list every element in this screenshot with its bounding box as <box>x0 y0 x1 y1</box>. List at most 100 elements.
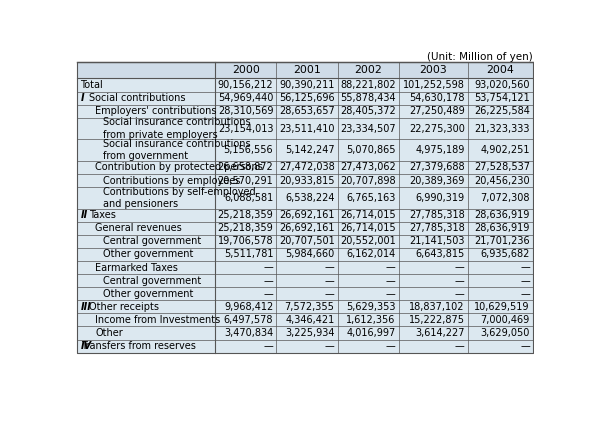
Text: 1,612,356: 1,612,356 <box>346 315 396 325</box>
Text: Social contributions: Social contributions <box>89 93 186 103</box>
Bar <box>77 61 533 79</box>
Text: 6,497,578: 6,497,578 <box>224 315 273 325</box>
Text: 88,221,802: 88,221,802 <box>340 80 396 90</box>
Text: Other government: Other government <box>103 288 193 299</box>
Text: 21,141,503: 21,141,503 <box>409 236 465 246</box>
Text: 6,935,682: 6,935,682 <box>480 250 530 259</box>
Text: IV: IV <box>80 341 91 351</box>
Text: Social insurance contributions: Social insurance contributions <box>103 118 250 127</box>
Text: 4,346,421: 4,346,421 <box>285 315 334 325</box>
Text: 56,125,696: 56,125,696 <box>279 93 334 103</box>
Text: —: — <box>386 341 396 351</box>
Text: II: II <box>80 210 88 220</box>
Text: Central government: Central government <box>103 236 201 246</box>
Text: 90,156,212: 90,156,212 <box>218 80 273 90</box>
Bar <box>77 287 533 300</box>
Bar <box>77 91 533 104</box>
Bar <box>77 187 533 209</box>
Text: 54,969,440: 54,969,440 <box>218 93 273 103</box>
Text: 20,933,815: 20,933,815 <box>279 176 334 186</box>
Text: 27,528,537: 27,528,537 <box>474 162 530 173</box>
Text: 22,275,300: 22,275,300 <box>409 124 465 134</box>
Text: 53,754,121: 53,754,121 <box>474 93 530 103</box>
Text: 5,070,865: 5,070,865 <box>346 145 396 155</box>
Text: from private employers: from private employers <box>103 129 218 140</box>
Text: General revenues: General revenues <box>95 223 182 233</box>
Text: 4,975,189: 4,975,189 <box>415 145 465 155</box>
Text: 27,379,688: 27,379,688 <box>409 162 465 173</box>
Text: 28,653,657: 28,653,657 <box>279 106 334 116</box>
Text: Total: Total <box>79 80 103 90</box>
Text: 21,701,236: 21,701,236 <box>474 236 530 246</box>
Text: 28,636,919: 28,636,919 <box>474 210 530 220</box>
Text: and pensioners: and pensioners <box>103 199 178 209</box>
Text: 6,643,815: 6,643,815 <box>416 250 465 259</box>
Text: 20,707,501: 20,707,501 <box>279 236 334 246</box>
Text: 28,405,372: 28,405,372 <box>340 106 396 116</box>
Bar <box>77 104 533 118</box>
Bar <box>77 313 533 327</box>
Text: 6,765,163: 6,765,163 <box>346 193 396 203</box>
Text: 26,692,161: 26,692,161 <box>279 223 334 233</box>
Text: 7,572,355: 7,572,355 <box>285 302 334 312</box>
Text: —: — <box>325 341 334 351</box>
Bar <box>77 340 533 353</box>
Text: 5,629,353: 5,629,353 <box>346 302 396 312</box>
Text: Other receipts: Other receipts <box>89 302 159 312</box>
Text: 20,570,291: 20,570,291 <box>218 176 273 186</box>
Text: 6,538,224: 6,538,224 <box>285 193 334 203</box>
Text: Transfers from reserves: Transfers from reserves <box>81 341 196 351</box>
Text: III: III <box>80 302 91 312</box>
Bar <box>77 222 533 235</box>
Text: 21,323,333: 21,323,333 <box>474 124 530 134</box>
Text: 93,020,560: 93,020,560 <box>474 80 530 90</box>
Text: 27,250,489: 27,250,489 <box>409 106 465 116</box>
Text: 3,225,934: 3,225,934 <box>285 328 334 338</box>
Text: 28,636,919: 28,636,919 <box>474 223 530 233</box>
Text: 101,252,598: 101,252,598 <box>403 80 465 90</box>
Text: 28,310,569: 28,310,569 <box>218 106 273 116</box>
Text: 20,552,001: 20,552,001 <box>340 236 396 246</box>
Text: —: — <box>263 341 273 351</box>
Text: 7,000,469: 7,000,469 <box>480 315 530 325</box>
Text: 54,630,178: 54,630,178 <box>409 93 465 103</box>
Text: —: — <box>520 263 530 272</box>
Text: 6,990,319: 6,990,319 <box>416 193 465 203</box>
Bar <box>77 235 533 248</box>
Text: 25,218,359: 25,218,359 <box>218 223 273 233</box>
Text: 26,714,015: 26,714,015 <box>340 210 396 220</box>
Text: 5,984,660: 5,984,660 <box>285 250 334 259</box>
Text: —: — <box>386 276 396 286</box>
Text: —: — <box>520 276 530 286</box>
Text: 3,470,834: 3,470,834 <box>224 328 273 338</box>
Text: 23,154,013: 23,154,013 <box>218 124 273 134</box>
Text: 3,614,227: 3,614,227 <box>415 328 465 338</box>
Bar <box>77 261 533 274</box>
Bar <box>77 300 533 313</box>
Text: 20,707,898: 20,707,898 <box>340 176 396 186</box>
Text: 20,456,230: 20,456,230 <box>474 176 530 186</box>
Bar <box>77 118 533 139</box>
Text: 5,142,247: 5,142,247 <box>285 145 334 155</box>
Text: 4,902,251: 4,902,251 <box>480 145 530 155</box>
Text: 7,072,308: 7,072,308 <box>480 193 530 203</box>
Text: 18,837,102: 18,837,102 <box>409 302 465 312</box>
Text: 26,658,872: 26,658,872 <box>218 162 273 173</box>
Text: 27,473,062: 27,473,062 <box>340 162 396 173</box>
Bar <box>77 79 533 91</box>
Bar <box>77 327 533 340</box>
Text: 23,334,507: 23,334,507 <box>340 124 396 134</box>
Text: —: — <box>455 263 465 272</box>
Text: —: — <box>520 341 530 351</box>
Text: —: — <box>263 276 273 286</box>
Text: 10,629,519: 10,629,519 <box>474 302 530 312</box>
Bar <box>77 209 533 222</box>
Text: —: — <box>455 288 465 299</box>
Text: Other government: Other government <box>103 250 193 259</box>
Text: 23,511,410: 23,511,410 <box>279 124 334 134</box>
Text: 9,968,412: 9,968,412 <box>224 302 273 312</box>
Bar <box>77 274 533 287</box>
Bar <box>77 61 533 353</box>
Text: 20,389,369: 20,389,369 <box>409 176 465 186</box>
Text: 6,162,014: 6,162,014 <box>346 250 396 259</box>
